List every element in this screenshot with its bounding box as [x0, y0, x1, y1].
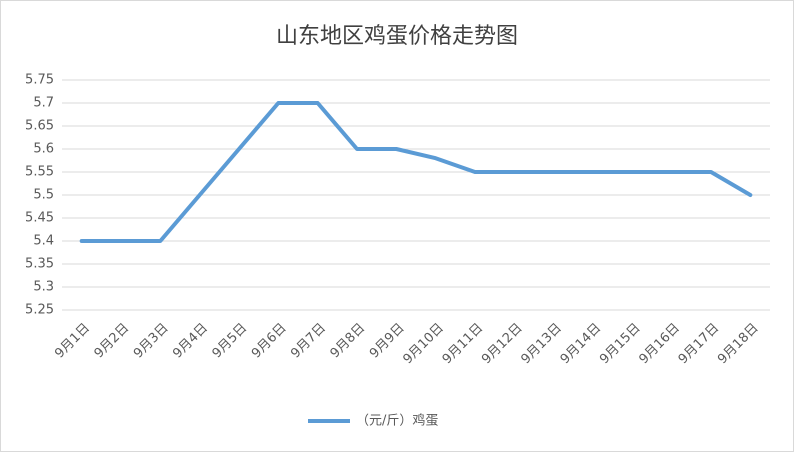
y-tick-label: 5.7 [33, 96, 54, 111]
chart-title: 山东地区鸡蛋价格走势图 [276, 24, 518, 49]
y-tick-label: 5.5 [33, 188, 54, 203]
y-tick-label: 5.75 [25, 73, 54, 88]
y-tick-label: 5.45 [25, 211, 54, 226]
y-tick-label: 5.35 [25, 257, 54, 272]
y-tick-label: 5.6 [33, 142, 54, 157]
y-tick-label: 5.3 [33, 280, 54, 295]
y-tick-label: 5.65 [25, 119, 54, 134]
y-tick-label: 5.55 [25, 165, 54, 180]
legend-label: （元/斤）鸡蛋 [356, 413, 438, 429]
y-tick-label: 5.25 [25, 303, 54, 318]
series-line [79, 101, 753, 243]
y-tick-label: 5.4 [33, 234, 54, 249]
